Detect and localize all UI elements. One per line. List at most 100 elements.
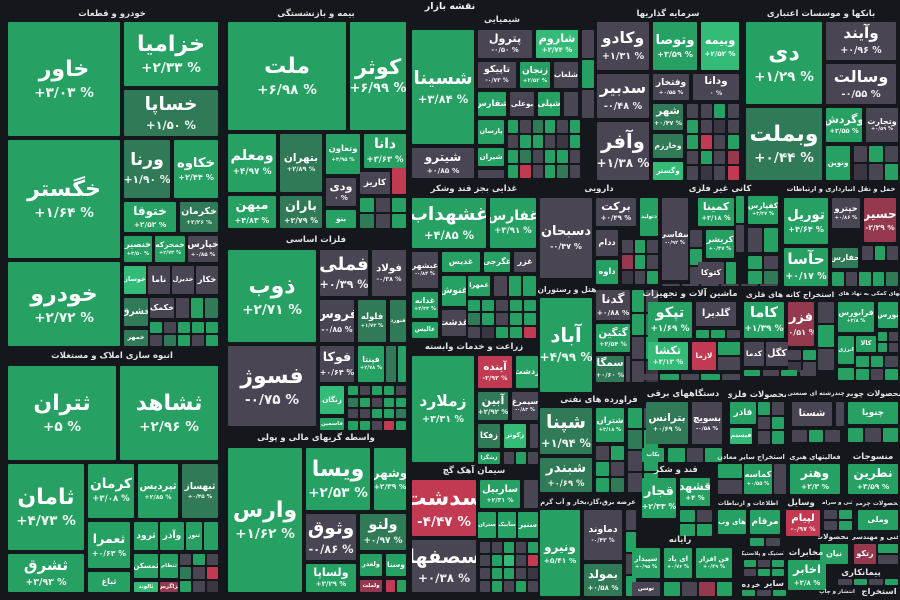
- stock-tile[interactable]: آینده -۲/۹۲ %: [478, 356, 512, 388]
- treemap-cell[interactable]: [149, 322, 162, 333]
- stock-tile[interactable]: ای پاد +۰/۷۶ %: [664, 548, 692, 578]
- stock-tile[interactable]: خکرمان +۲/۲۶ %: [180, 202, 218, 232]
- treemap-cell[interactable]: [626, 576, 636, 596]
- treemap-cell[interactable]: [164, 322, 176, 333]
- treemap-cell[interactable]: [520, 120, 531, 133]
- treemap-cell[interactable]: [690, 230, 702, 247]
- stock-tile[interactable]: وگستر: [653, 162, 683, 180]
- stock-tile[interactable]: وتجارت +۰/۵۹ %: [866, 108, 898, 142]
- stock-tile[interactable]: ساربیل +۲/۳۱ %: [480, 480, 520, 508]
- treemap-cell[interactable]: [832, 272, 844, 286]
- treemap-cell[interactable]: [714, 104, 726, 118]
- treemap-cell[interactable]: [360, 420, 370, 430]
- treemap-cell[interactable]: [206, 567, 218, 579]
- treemap-cell[interactable]: [803, 362, 816, 372]
- treemap-cell[interactable]: [392, 214, 406, 228]
- treemap-cell[interactable]: [622, 270, 633, 284]
- treemap-cell[interactable]: [348, 420, 358, 430]
- treemap-cell[interactable]: [524, 326, 536, 338]
- stock-tile[interactable]: دسبحان -۰/۴۷ %: [540, 198, 592, 278]
- stock-tile[interactable]: نطرین +۳/۵۹ %: [848, 464, 898, 494]
- treemap-cell[interactable]: [736, 225, 744, 252]
- treemap-cell[interactable]: [632, 337, 644, 359]
- stock-tile[interactable]: فن افزار +۰/۴۹ %: [696, 548, 732, 578]
- stock-tile[interactable]: دماوند -۰/۴۳ %: [583, 510, 622, 560]
- stock-tile[interactable]: بتهران +۲/۸۹ %: [280, 134, 322, 192]
- treemap-cell[interactable]: [193, 554, 205, 566]
- treemap-cell[interactable]: [480, 542, 490, 553]
- stock-tile[interactable]: غمهرا: [468, 276, 490, 296]
- treemap-cell[interactable]: [701, 284, 719, 286]
- stock-tile[interactable]: ودی ۰ %: [326, 178, 356, 206]
- treemap-cell[interactable]: [854, 164, 868, 180]
- stock-tile[interactable]: ولملت: [360, 580, 382, 592]
- stock-tile[interactable]: دتولید: [640, 198, 658, 236]
- treemap-cell[interactable]: [528, 452, 538, 464]
- treemap-cell[interactable]: [528, 581, 538, 592]
- treemap-cell[interactable]: [748, 256, 762, 269]
- treemap-cell[interactable]: [882, 428, 898, 442]
- stock-tile[interactable]: کاریز: [360, 172, 390, 194]
- treemap-cell[interactable]: [764, 256, 778, 269]
- treemap-cell[interactable]: [660, 374, 679, 380]
- treemap-cell[interactable]: [714, 119, 726, 134]
- treemap-cell[interactable]: [376, 198, 390, 212]
- stock-tile[interactable]: شهر +۰/۴۷ %: [653, 104, 683, 130]
- stock-tile[interactable]: خاور +۳/۰۳ %: [7, 22, 120, 136]
- treemap-cell[interactable]: [856, 369, 869, 380]
- treemap-cell[interactable]: [496, 313, 508, 325]
- stock-tile[interactable]: چنویا: [848, 402, 898, 424]
- stock-tile[interactable]: زکوثر: [504, 424, 526, 448]
- treemap-cell[interactable]: [758, 431, 770, 444]
- treemap-cell[interactable]: [520, 150, 531, 163]
- stock-tile[interactable]: شسینا +۳/۸۴ %: [412, 30, 474, 144]
- treemap-cell[interactable]: [878, 544, 898, 553]
- treemap-cell[interactable]: [744, 370, 761, 376]
- treemap-cell[interactable]: [206, 335, 218, 346]
- treemap-cell[interactable]: [397, 580, 406, 592]
- treemap-cell[interactable]: [520, 165, 531, 178]
- treemap-cell[interactable]: [681, 284, 700, 286]
- stock-tile[interactable]: فسوژ -۰/۷۵ %: [228, 346, 316, 426]
- treemap-cell[interactable]: [192, 335, 204, 346]
- treemap-cell[interactable]: [758, 560, 770, 567]
- stock-tile[interactable]: شاروم +۲/۷۴ %: [536, 30, 578, 58]
- treemap-cell[interactable]: [853, 579, 867, 585]
- treemap-cell[interactable]: [744, 569, 756, 576]
- treemap-cell[interactable]: [646, 360, 658, 382]
- treemap-cell[interactable]: [887, 246, 898, 260]
- treemap-cell[interactable]: [348, 409, 358, 419]
- stock-tile[interactable]: پارسان: [478, 120, 504, 144]
- stock-tile[interactable]: رتکو: [854, 544, 876, 564]
- treemap-cell[interactable]: [396, 397, 406, 407]
- stock-tile[interactable]: فپنتا +۲/۷۸ %: [358, 346, 384, 382]
- treemap-cell[interactable]: [772, 560, 784, 567]
- stock-tile[interactable]: بوعلی: [510, 92, 534, 116]
- stock-tile[interactable]: خزامیا +۲/۳۳ %: [124, 22, 218, 86]
- stock-tile[interactable]: شپلی: [538, 92, 560, 116]
- treemap-cell[interactable]: [824, 521, 837, 530]
- stock-tile[interactable]: بسویچ -۰/۵۸ %: [692, 402, 722, 444]
- treemap-cell[interactable]: [468, 326, 480, 338]
- treemap-cell[interactable]: [687, 104, 699, 118]
- stock-tile[interactable]: شیترو +۰/۸۵ %: [412, 148, 474, 178]
- treemap-cell[interactable]: [718, 464, 742, 478]
- stock-tile[interactable]: تپکو +۱/۶۹ %: [648, 302, 692, 338]
- stock-tile[interactable]: کالا: [856, 336, 876, 352]
- treemap-cell[interactable]: [482, 326, 494, 338]
- stock-tile[interactable]: قشهد +۴ %: [680, 478, 710, 506]
- stock-tile[interactable]: وبملت +۰/۴۴ %: [746, 108, 822, 180]
- stock-tile[interactable]: فنورد: [390, 300, 406, 342]
- treemap-cell[interactable]: [762, 370, 779, 376]
- stock-tile[interactable]: ثتران +۵ %: [7, 366, 116, 460]
- stock-tile[interactable]: ثرود: [134, 522, 158, 550]
- stock-tile[interactable]: حسیر -۲/۲۹ %: [864, 198, 896, 242]
- stock-tile[interactable]: وگردش +۲/۵۵ %: [826, 108, 862, 142]
- stock-tile[interactable]: ثعمرا +۰/۶۳ %: [88, 522, 130, 568]
- treemap-cell[interactable]: [626, 356, 630, 382]
- treemap-cell[interactable]: [532, 150, 543, 163]
- stock-tile[interactable]: زملارد +۳/۳۱ %: [412, 356, 474, 462]
- stock-tile[interactable]: کوثر +۶/۹۹ %: [350, 22, 406, 130]
- treemap-cell[interactable]: [628, 451, 642, 471]
- stock-tile[interactable]: گدنا +۰/۸۸ %: [596, 290, 630, 320]
